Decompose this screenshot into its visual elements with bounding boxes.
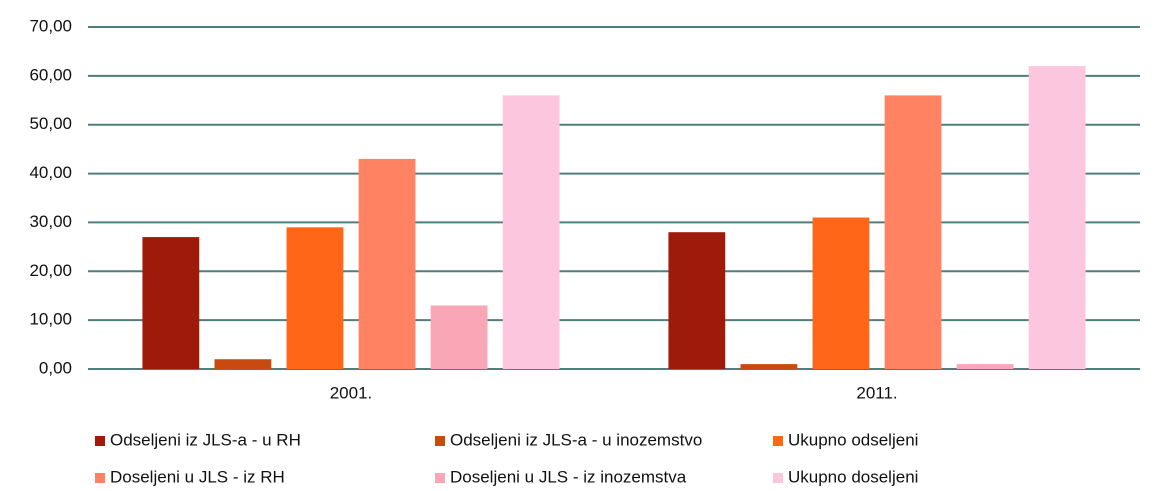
bar [812, 217, 870, 369]
bar [358, 158, 416, 369]
y-tick-label: 0,00 [39, 358, 72, 377]
bar [214, 359, 272, 369]
y-tick-label: 70,00 [29, 16, 72, 35]
legend-label: Doseljeni u JLS - iz inozemstva [450, 467, 687, 486]
y-tick-label: 40,00 [29, 163, 72, 182]
bar [740, 364, 798, 369]
bar [1028, 66, 1086, 369]
legend-swatch [435, 473, 445, 483]
legend-label: Odseljeni iz JLS-a - u inozemstvo [450, 430, 702, 449]
legend-label: Ukupno doseljeni [788, 467, 918, 486]
legend-swatch [773, 473, 783, 483]
y-tick-label: 10,00 [29, 310, 72, 329]
legend-label: Ukupno odseljeni [788, 430, 918, 449]
legend-label: Doseljeni u JLS - iz RH [110, 467, 285, 486]
bar [668, 232, 726, 369]
legend-swatch [435, 436, 445, 446]
bar [956, 364, 1014, 369]
legend-swatch [773, 436, 783, 446]
bar [286, 227, 344, 369]
x-tick-label: 2001. [330, 383, 373, 402]
legend-swatch [95, 473, 105, 483]
bar [884, 95, 942, 370]
legend-swatch [95, 436, 105, 446]
x-tick-label: 2011. [856, 383, 897, 402]
y-tick-label: 50,00 [29, 114, 72, 133]
bar [142, 237, 200, 369]
legend-label: Odseljeni iz JLS-a - u RH [110, 430, 301, 449]
bar [430, 305, 488, 369]
y-tick-label: 20,00 [29, 261, 72, 280]
bar [502, 95, 560, 370]
y-tick-label: 30,00 [29, 212, 72, 231]
y-tick-label: 60,00 [29, 65, 72, 84]
